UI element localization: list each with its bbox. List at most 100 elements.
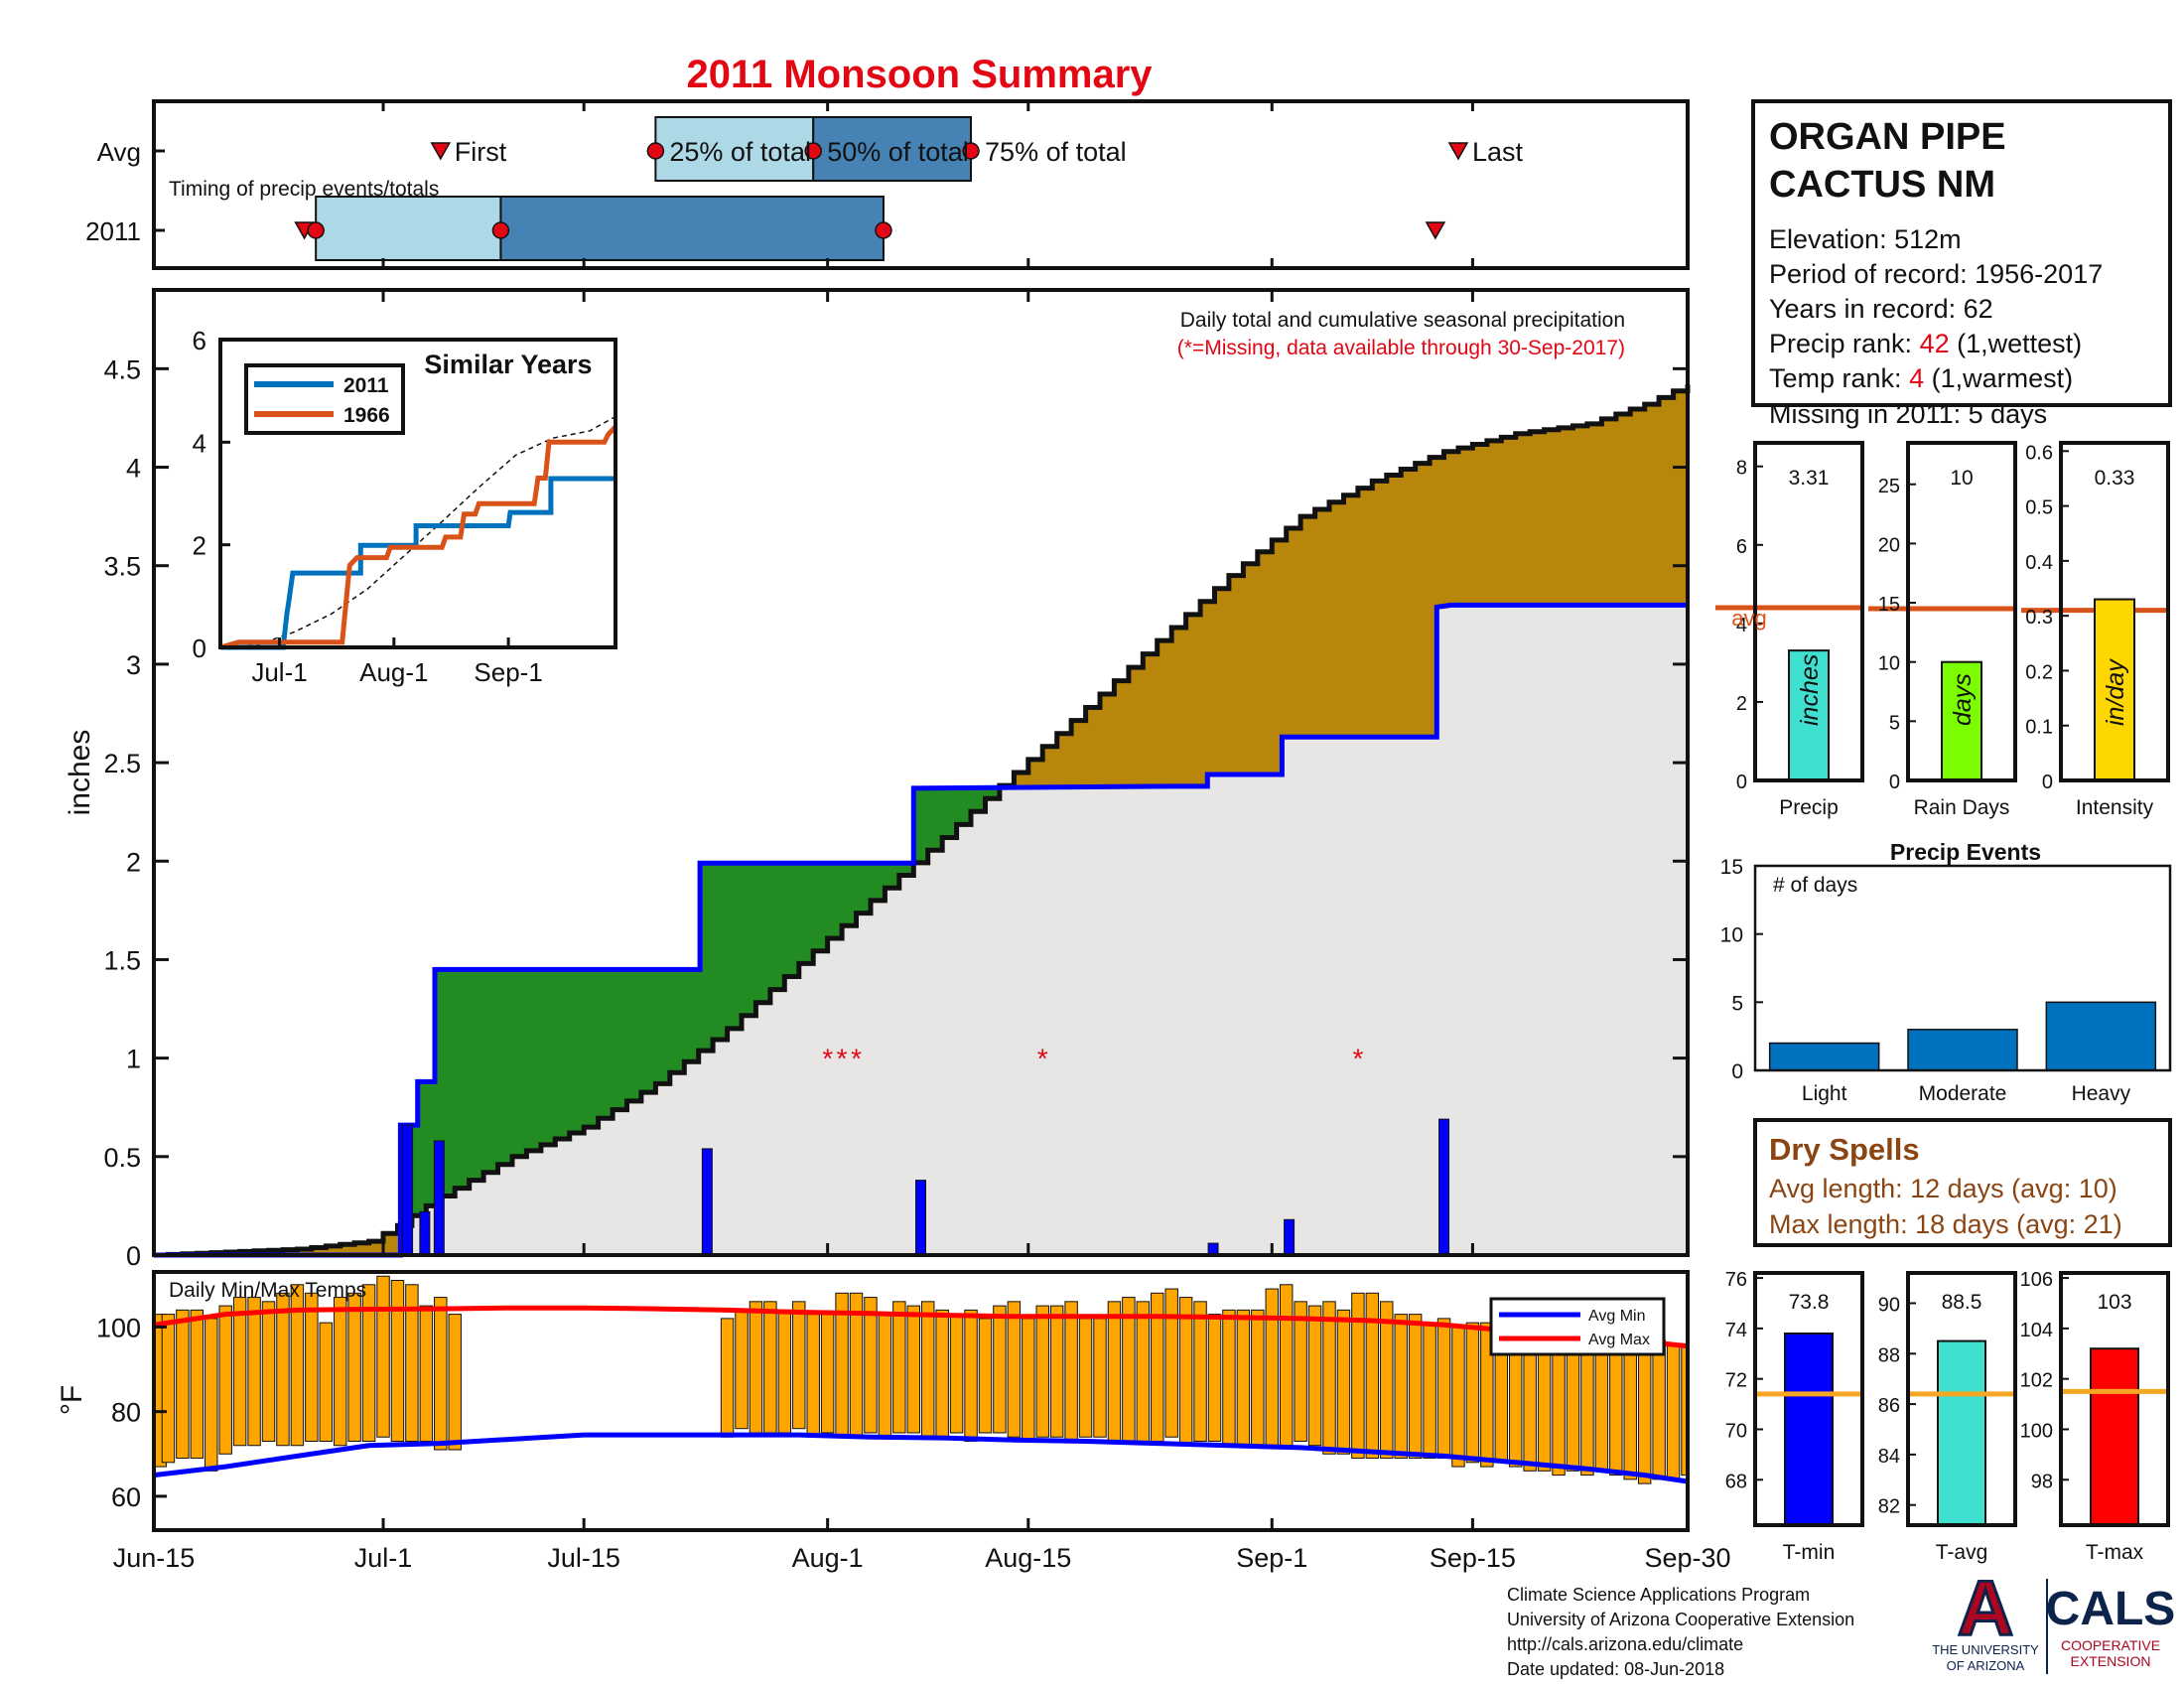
daily-temp-bar-61: [1279, 1284, 1294, 1447]
timing-label-75: 75% of total: [985, 137, 1127, 167]
temp-summary-bar-T-avg: [1937, 1339, 1986, 1526]
temp-summary-panel-T-avg: 88.5 T-avg 82 84 86 88 90: [1878, 1271, 2017, 1564]
temp-rank-value: 4: [1909, 363, 1924, 393]
daily-temp-bar-87: [1652, 1338, 1666, 1480]
temp-summary-frame-T-max: [2059, 1271, 2170, 1527]
summary-ytick-label-precip-3: 6: [1736, 536, 1747, 558]
daily-temp-bar-53: [1164, 1288, 1178, 1438]
summary-ytick-label-intensity-6: 0.6: [2025, 442, 2053, 464]
summary-panel-intensity: 0.33 in/day Intensity 0 0.1 0.2 0.3 0.4 0.5 0.6: [2021, 441, 2170, 819]
shared-cumulative-area: [154, 605, 1688, 1255]
daily-temp-bar-38: [949, 1314, 964, 1434]
temp-summary-value-T-avg: 88.5: [1942, 1291, 1982, 1314]
date-xtick-label-7: Sep-30: [1644, 1543, 1730, 1573]
precip-chart-missing-note: (*=Missing, data available through 30-Se…: [1177, 337, 1625, 359]
summary-ytick-label-intensity-3: 0.3: [2025, 607, 2053, 629]
daily-temp-bar-20: [434, 1297, 448, 1451]
similar-years-inset: 0 2 4 6 Jul-1 Aug-1 Sep-1 Similar Years 2011 1…: [193, 326, 617, 687]
daily-temp-bar-48: [1093, 1318, 1107, 1438]
precip-rank-note: (1,wettest): [1950, 329, 2083, 358]
precip-events-category-1: Moderate: [1919, 1082, 2007, 1105]
summary-ytick-label-precip-2: 4: [1736, 615, 1747, 636]
temp-summary-label-T-min: T-min: [1783, 1541, 1836, 1564]
inset-legend: 2011 1966: [244, 363, 405, 435]
daily-temp-bar-51: [1136, 1301, 1151, 1442]
temp-summary-ytick-label-T-min-4: 76: [1725, 1269, 1747, 1291]
daily-temp-bar-16: [376, 1275, 390, 1438]
date-xtick-label-2: Jul-15: [547, 1543, 620, 1573]
temp-summary-ytick-label-T-avg-2: 86: [1878, 1395, 1900, 1417]
station-missing-days: Missing in 2011: 5 days: [1769, 399, 2047, 429]
daily-precip-bar-1: [419, 1210, 431, 1256]
precip-ytick-label-9: 4.5: [103, 354, 141, 384]
ua-logo-letter: A: [1958, 1564, 2013, 1651]
summary-panel-precip: 3.31 inches Precip 0 2 4 6 8 avg: [1715, 441, 1864, 819]
date-xtick-label-3: Aug-1: [792, 1543, 864, 1573]
daily-temp-bar-37: [935, 1309, 949, 1438]
avg-25-50-bar: [654, 116, 815, 182]
missing-day-marker-0: *: [822, 1044, 833, 1074]
temp-summary-frame-T-avg: [1906, 1271, 2017, 1527]
precip-events-chart: Precip Events Light Moderate Heavy 0 5 10 15 #…: [1720, 839, 2172, 1105]
summary-panel-rain: 10 days Rain Days 0 5 10 15 20 25: [1868, 441, 2017, 819]
precip-ytick-label-2: 1: [126, 1045, 141, 1074]
precip-events-ylabel: # of days: [1773, 874, 1857, 897]
daily-temp-bar-57: [1222, 1309, 1236, 1447]
precip-y-axis-label: inches: [64, 730, 96, 816]
station-years: Years in record: 62: [1769, 294, 1993, 324]
inset-frame: [218, 338, 617, 649]
precip-ytick-label-6: 3: [126, 650, 141, 680]
daily-temp-bar-1: [161, 1314, 176, 1464]
temp-summary-bar-T-max: [2090, 1347, 2139, 1526]
daily-temp-bar-55: [1193, 1301, 1207, 1442]
daily-temp-bar-85: [1623, 1342, 1637, 1480]
inset-title: Similar Years: [424, 350, 592, 379]
temps-ytick-label-1: 80: [111, 1398, 141, 1428]
summary-ytick-label-precip-4: 8: [1736, 458, 1747, 480]
summary-bar-rain: [1941, 660, 1982, 782]
precip-chart-note: Daily total and cumulative seasonal prec…: [1180, 309, 1625, 332]
avg-max-temp-line: [153, 1305, 1689, 1349]
daily-temp-bar-34: [892, 1301, 906, 1434]
date-xtick-label-6: Sep-15: [1430, 1543, 1516, 1573]
summary-frame-rain: [1906, 441, 2017, 782]
summary-unit-intensity: in/day: [2102, 658, 2129, 726]
daily-temp-bar-44: [1035, 1305, 1049, 1438]
cals-logo-text: CALS: [2046, 1583, 2176, 1635]
daily-temp-bar-49: [1107, 1301, 1122, 1442]
daily-temp-bar-58: [1236, 1309, 1251, 1447]
precip-ytick-label-7: 3.5: [103, 552, 141, 582]
daily-temp-bar-39: [964, 1309, 978, 1442]
daily-temp-bar-7: [247, 1297, 261, 1447]
daily-temp-bar-73: [1451, 1326, 1465, 1468]
footer-line2: University of Arizona Cooperative Extens…: [1507, 1610, 1854, 1629]
daily-temp-bar-26: [777, 1309, 792, 1434]
daily-temp-bar-86: [1637, 1342, 1652, 1484]
y2011-25-marker: [307, 221, 325, 239]
temp-summary-label-T-max: T-max: [2086, 1541, 2144, 1564]
temp-summary-ytick-label-T-min-0: 68: [1725, 1471, 1747, 1492]
temp-summary-label-T-avg: T-avg: [1936, 1541, 1988, 1564]
y2011-25-50-bar: [315, 196, 502, 261]
precip-events-bar-2: [2045, 1001, 2157, 1071]
daily-temp-bar-41: [993, 1305, 1007, 1434]
daily-temp-bar-17: [390, 1280, 405, 1442]
temp-summary-ytick-label-T-avg-3: 88: [1878, 1344, 1900, 1366]
avg-first-marker: [430, 142, 452, 161]
temp-summary-ytick-label-T-max-0: 98: [2031, 1471, 2053, 1492]
station-elevation: Elevation: 512m: [1769, 224, 1962, 254]
timing-panel-frame: [152, 99, 1690, 270]
summary-ytick-label-intensity-2: 0.2: [2025, 661, 2053, 683]
daily-temp-bar-74: [1465, 1322, 1480, 1464]
precip-events-title: Precip Events: [1890, 839, 2041, 865]
y2011-75-marker: [875, 221, 892, 239]
temp-summary-ytick-label-T-max-1: 100: [2020, 1420, 2053, 1442]
inset-series-line-1966: [219, 425, 617, 650]
footer-line3: http://cals.arizona.edu/climate: [1507, 1634, 1743, 1654]
daily-temp-bar-66: [1351, 1292, 1365, 1460]
temp-summary-ytick-label-T-min-1: 70: [1725, 1420, 1747, 1442]
daily-temp-bar-70: [1408, 1314, 1423, 1460]
inset-ytick-label-3: 6: [193, 326, 206, 355]
temp-summary-ytick-label-T-max-2: 102: [2020, 1370, 2053, 1392]
season-summary-bars: 3.31 inches Precip 0 2 4 6 8 avg 10 days Rain Days 0…: [1715, 441, 2170, 819]
